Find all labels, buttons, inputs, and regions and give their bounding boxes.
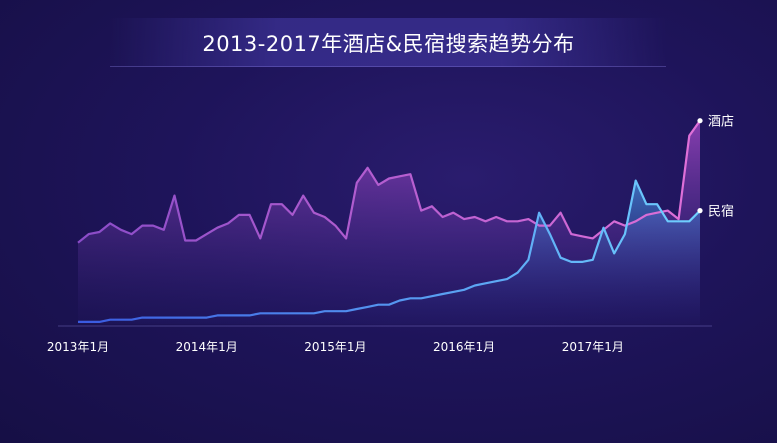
title-band xyxy=(110,18,666,67)
hotel-end-point xyxy=(697,118,703,124)
hotel-line xyxy=(77,120,701,244)
bnb-end-point xyxy=(697,208,703,214)
x-tick-label: 2017年1月 xyxy=(562,340,624,354)
bnb-line xyxy=(78,179,701,323)
x-tick-label: 2015年1月 xyxy=(304,340,366,354)
x-tick-label: 2013年1月 xyxy=(47,340,109,354)
x-tick-label: 2016年1月 xyxy=(433,340,495,354)
chart-title: 2013-2017年酒店&民宿搜索趋势分布 xyxy=(202,32,575,56)
hotel-series-label: 酒店 xyxy=(708,115,734,130)
bnb-area xyxy=(78,180,700,324)
x-tick-label: 2014年1月 xyxy=(176,340,238,354)
bnb-series-label: 民宿 xyxy=(708,204,734,220)
